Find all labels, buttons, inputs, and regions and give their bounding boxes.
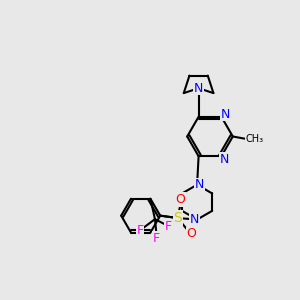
Text: N: N [195,178,204,191]
Text: F: F [153,232,160,245]
Text: F: F [136,224,143,237]
Text: N: N [220,153,229,166]
Text: F: F [165,220,172,233]
Text: CH₃: CH₃ [246,134,264,145]
Text: N: N [190,213,200,226]
Text: N: N [220,108,230,121]
Text: O: O [176,193,185,206]
Text: O: O [186,227,196,240]
Text: S: S [173,211,182,225]
Text: N: N [194,82,203,95]
